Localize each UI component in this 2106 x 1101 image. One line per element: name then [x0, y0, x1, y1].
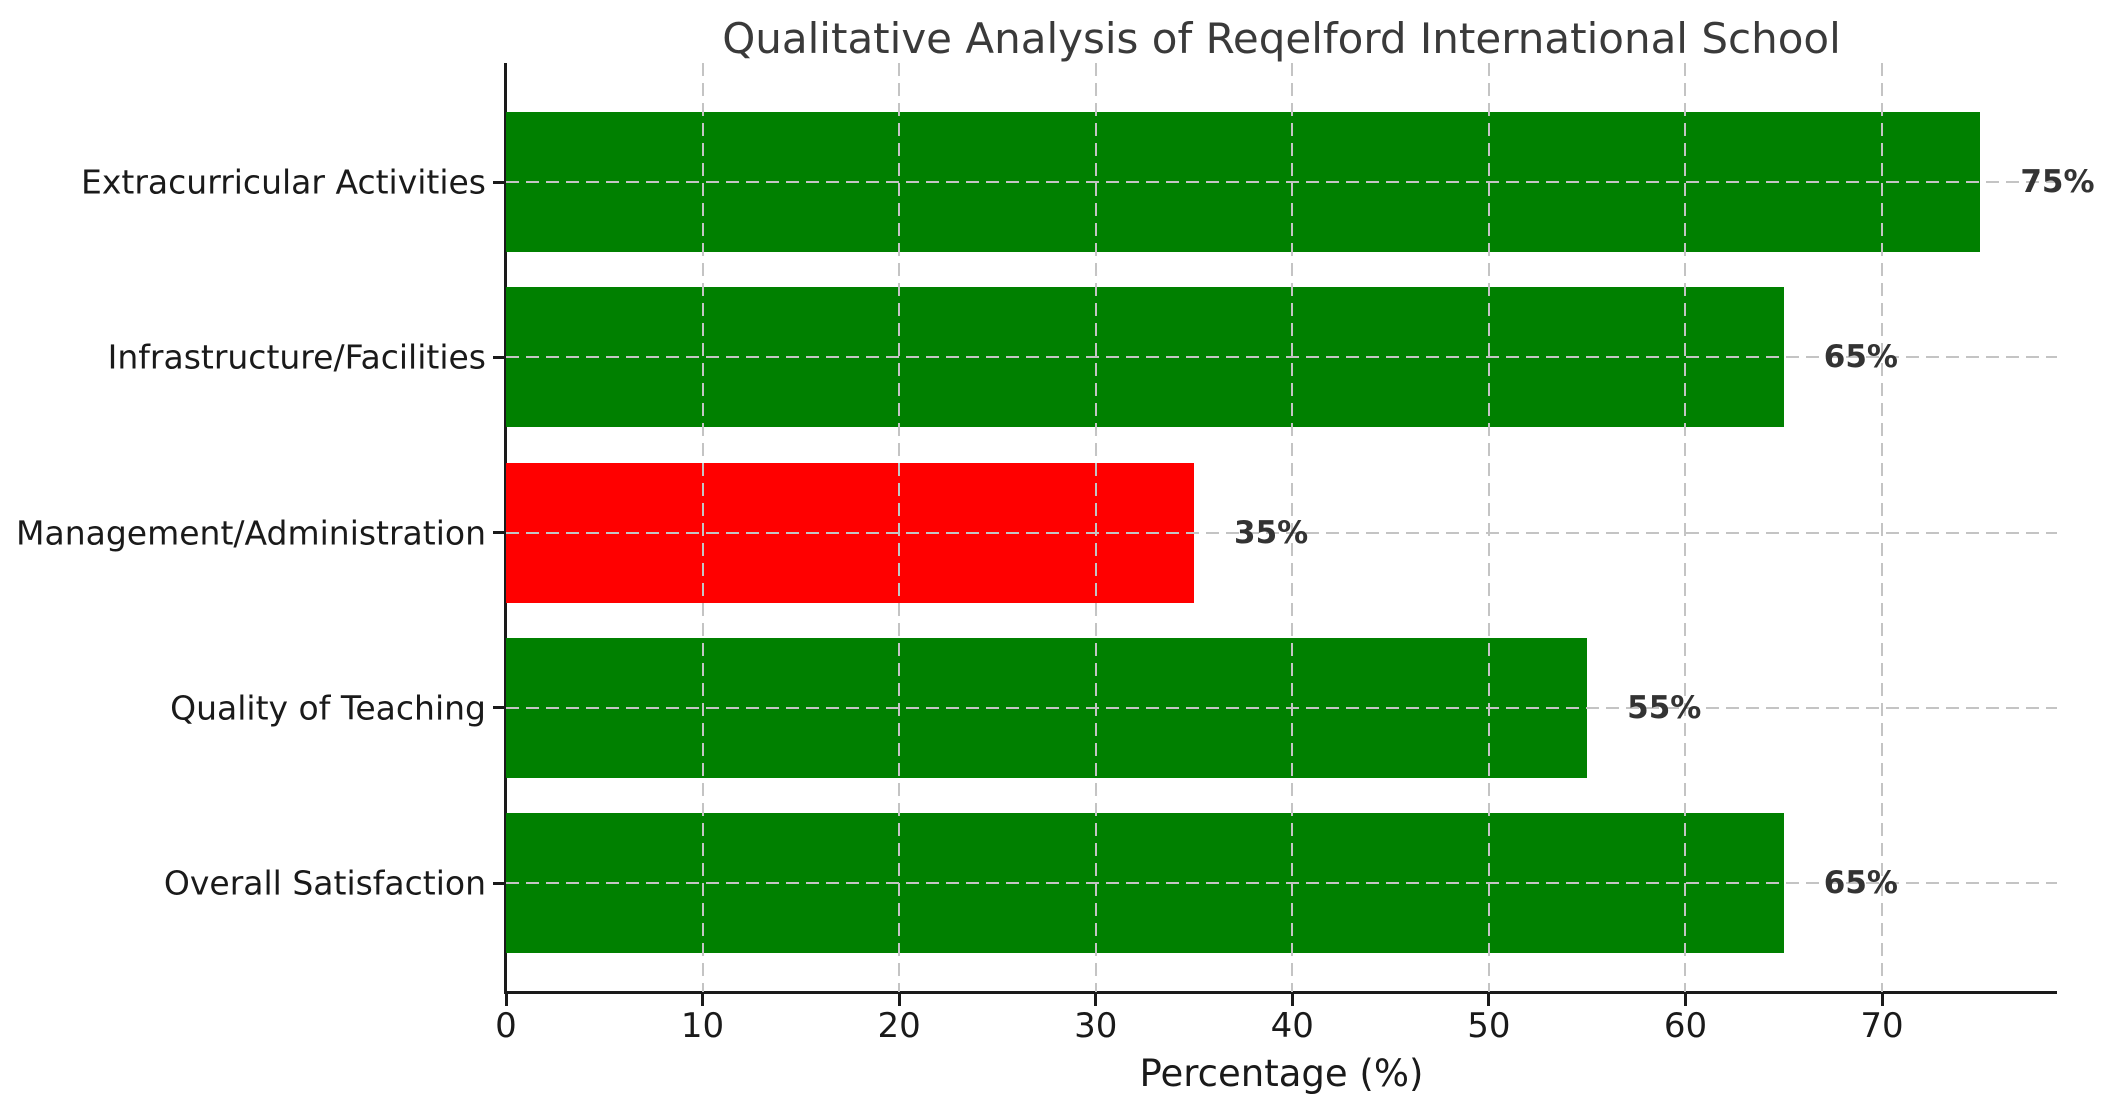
y-tick-mark	[493, 355, 506, 359]
y-tick-mark	[493, 881, 506, 885]
x-tick-mark	[897, 994, 901, 1006]
y-axis-label: Management/Administration	[16, 513, 486, 552]
gridline-v	[1487, 63, 1490, 992]
gridline-v	[898, 63, 901, 992]
gridline-v	[1291, 63, 1294, 992]
gridline-h	[506, 181, 2057, 183]
y-tick-mark	[493, 706, 506, 710]
x-tick-label: 10	[680, 1006, 725, 1046]
x-axis-title: Percentage (%)	[1139, 1052, 1424, 1095]
x-tick-mark	[701, 994, 705, 1006]
x-tick-mark	[504, 994, 508, 1006]
bar-value-label: 55%	[1627, 689, 1702, 726]
x-tick-mark	[1290, 994, 1294, 1006]
gridline-v	[1684, 63, 1687, 992]
gridline-v	[701, 63, 704, 992]
bar-value-label: 35%	[1234, 514, 1309, 551]
x-tick-label: 70	[1860, 1006, 1904, 1046]
y-axis-label: Extracurricular Activities	[81, 162, 486, 202]
chart-title: Qualitative Analysis of Reqelford Intern…	[722, 14, 1841, 63]
y-axis-label: Infrastructure/Facilities	[107, 337, 486, 377]
bar-value-label: 65%	[1823, 865, 1898, 901]
x-axis-spine	[504, 991, 2057, 994]
x-tick-mark	[1094, 994, 1098, 1006]
gridline-h	[506, 706, 2057, 709]
y-axis-label: Quality of Teaching	[170, 688, 486, 728]
y-axis-label: Overall Satisfaction	[163, 863, 486, 903]
x-tick-label: 60	[1663, 1006, 1708, 1046]
x-tick-label: 50	[1467, 1006, 1511, 1046]
x-tick-mark	[1683, 994, 1687, 1006]
gridline-h	[506, 882, 2057, 884]
x-tick-mark	[1880, 994, 1884, 1006]
y-tick-mark	[493, 531, 506, 534]
x-tick-mark	[1487, 994, 1491, 1006]
y-tick-mark	[493, 180, 506, 184]
x-tick-label: 40	[1270, 1006, 1314, 1046]
x-tick-label: 20	[877, 1006, 921, 1046]
gridline-v	[1881, 63, 1884, 992]
bar-value-label: 75%	[2020, 164, 2095, 200]
gridline-h	[506, 531, 2057, 534]
bar-value-label: 65%	[1823, 339, 1898, 376]
gridline-h	[506, 356, 2057, 359]
x-tick-label: 0	[495, 1006, 517, 1046]
x-tick-label: 30	[1074, 1006, 1118, 1046]
y-axis-spine	[504, 63, 507, 994]
gridline-v	[1094, 63, 1097, 992]
